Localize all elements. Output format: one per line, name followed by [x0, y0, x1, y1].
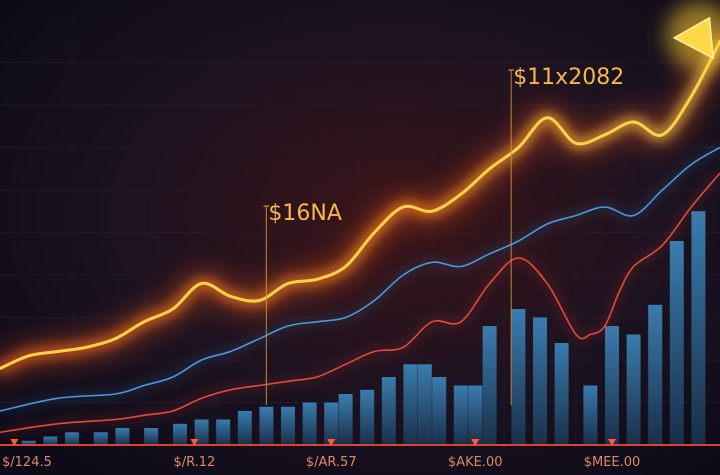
x-tick-label: $/AR.57: [306, 455, 357, 470]
x-tick-label: $/R.12: [173, 455, 215, 470]
bar: [482, 326, 497, 445]
bar: [381, 377, 396, 445]
bar: [533, 317, 547, 445]
bar: [173, 423, 187, 446]
x-tick-marker: [327, 439, 336, 446]
x-tick-label: $AKE.00: [448, 455, 503, 470]
bar: [281, 406, 295, 446]
bar: [511, 309, 526, 445]
grid: [0, 20, 720, 445]
series-line: [0, 146, 720, 412]
bar: [605, 326, 619, 445]
bar: [648, 304, 663, 446]
bar: [554, 343, 569, 445]
bar: [432, 377, 447, 445]
bar: [669, 241, 684, 445]
bar: [259, 406, 274, 446]
bar: [144, 428, 159, 445]
x-tick-marker: [608, 439, 616, 446]
bar: [324, 402, 339, 445]
bar: [691, 211, 706, 445]
bar: [360, 389, 375, 446]
x-tick-label: $/124.5: [2, 455, 52, 470]
bar: [403, 364, 418, 446]
bar: [453, 385, 468, 445]
annotation-label: $16NA: [268, 201, 342, 226]
bar: [302, 402, 317, 445]
x-tick-marker: [10, 439, 19, 446]
bar: [115, 428, 130, 445]
series-line: [0, 172, 720, 434]
bar: [65, 432, 79, 446]
series-line-main: [0, 39, 720, 370]
lines: [0, 2, 720, 435]
x-tick-label: $MEE.00: [584, 455, 641, 470]
x-tick-marker: [471, 439, 480, 446]
x-tick-marker: [190, 439, 199, 446]
bar: [338, 394, 353, 445]
bars: [21, 211, 706, 446]
bar: [194, 419, 209, 445]
bar: [417, 364, 432, 446]
annotation-label: $11x2082: [513, 65, 624, 90]
bar: [216, 419, 231, 445]
bar: [93, 432, 108, 446]
bar: [583, 385, 598, 445]
bar: [237, 411, 252, 445]
arrow-head-icon: [672, 16, 715, 60]
bar: [43, 436, 58, 445]
x-axis: $/124.5 $/R.12 $/AR.57 $AKE.00 $MEE.00: [0, 439, 720, 470]
bar: [626, 334, 641, 445]
bar: [468, 385, 483, 445]
annotations: $16NA $11x2082: [263, 65, 624, 405]
